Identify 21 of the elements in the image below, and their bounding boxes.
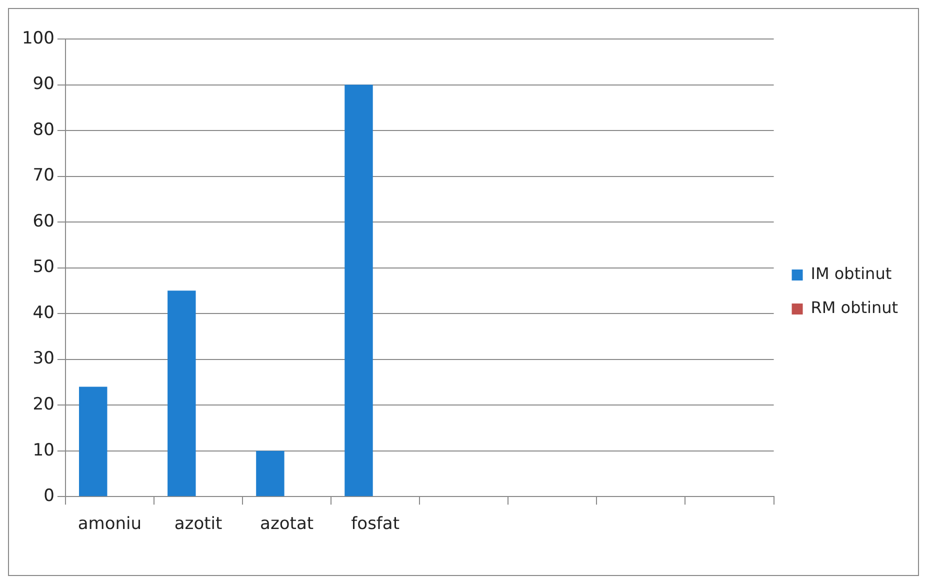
y-tick-label: 10 <box>32 440 54 460</box>
y-tick-label: 100 <box>22 28 54 48</box>
y-tick-label: 50 <box>32 257 54 278</box>
x-tick-label: amoniu <box>78 514 142 534</box>
legend-label: RM obtinut <box>810 298 898 318</box>
x-tick-label: azotat <box>260 514 314 534</box>
y-tick-label: 0 <box>44 486 54 506</box>
y-tick-label: 80 <box>32 120 54 140</box>
bar <box>344 84 373 496</box>
y-tick-label: 60 <box>32 211 54 232</box>
y-tick-label: 90 <box>32 74 54 94</box>
y-tick-label: 20 <box>32 394 54 414</box>
bar <box>79 386 108 496</box>
bar <box>256 450 284 496</box>
bar <box>168 290 196 496</box>
y-tick-label: 40 <box>32 302 54 323</box>
legend-label: IM obtinut <box>810 264 892 284</box>
x-tick-label: fosfat <box>351 514 400 534</box>
x-tick-label: azotit <box>174 514 222 534</box>
y-tick-label: 30 <box>32 348 54 369</box>
y-tick-label: 70 <box>32 166 54 186</box>
